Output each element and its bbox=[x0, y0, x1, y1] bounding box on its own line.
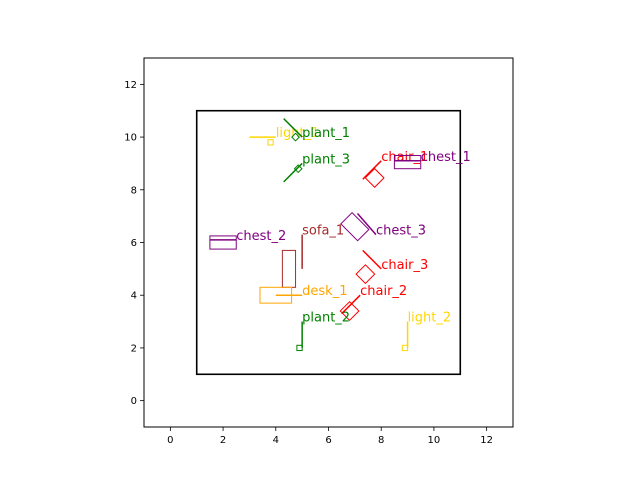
chair_3-label: chair_3 bbox=[381, 258, 428, 273]
light_2-footprint bbox=[401, 344, 409, 352]
plant_1-direction-line bbox=[283, 118, 303, 138]
room-boundary bbox=[195, 109, 462, 376]
y-tick-label: 12 bbox=[124, 80, 137, 91]
x-tick-label: 6 bbox=[325, 435, 331, 446]
chair_2-footprint bbox=[339, 301, 360, 322]
plant_3-label: plant_3 bbox=[302, 152, 350, 167]
plant_3-footprint bbox=[293, 164, 303, 174]
object-desk_1: desk_1 bbox=[259, 284, 347, 304]
object-chest_3: chest_3 bbox=[340, 212, 426, 242]
chest_3-footprint bbox=[340, 212, 370, 242]
chest_2-label: chest_2 bbox=[236, 229, 286, 244]
chair_2-label: chair_2 bbox=[360, 284, 407, 299]
object-light_2: light_2 bbox=[401, 311, 452, 352]
room-outline bbox=[195, 109, 462, 376]
object-plant_3: plant_3 bbox=[283, 152, 350, 183]
plant_1-label: plant_1 bbox=[302, 126, 350, 141]
y-tick-label: 2 bbox=[131, 343, 137, 354]
object-chest_2: chest_2 bbox=[209, 229, 286, 250]
object-chest_1: chest_1 bbox=[393, 150, 471, 170]
x-tick-label: 10 bbox=[428, 435, 441, 446]
chair_1-footprint bbox=[364, 167, 385, 188]
y-tick-label: 4 bbox=[131, 291, 137, 302]
furniture-objects: light_1plant_1plant_3chair_1chest_1chest… bbox=[209, 118, 471, 352]
object-plant_2: plant_2 bbox=[296, 311, 350, 352]
plant_1-footprint bbox=[291, 132, 300, 142]
y-tick-label: 8 bbox=[131, 185, 137, 196]
y-tick-label: 0 bbox=[131, 396, 137, 407]
chair_3-direction-line bbox=[362, 249, 382, 270]
axis-ticks: 0 2 4 6 8 10 12 0 2 4 6 8 10 12 bbox=[124, 80, 493, 446]
x-tick-label: 2 bbox=[220, 435, 226, 446]
chest_1-label: chest_1 bbox=[421, 150, 471, 165]
desk_1-label: desk_1 bbox=[302, 284, 347, 299]
light_1-footprint bbox=[267, 139, 274, 146]
x-tick-label: 12 bbox=[480, 435, 493, 446]
chest_1-footprint bbox=[393, 155, 422, 170]
plant_2-label: plant_2 bbox=[302, 311, 350, 326]
chair_3-footprint bbox=[355, 264, 376, 285]
sofa_1-label: sofa_1 bbox=[302, 224, 344, 239]
x-tick-label: 0 bbox=[167, 435, 173, 446]
y-tick-label: 10 bbox=[124, 133, 137, 144]
x-tick-label: 8 bbox=[378, 435, 384, 446]
light_2-label: light_2 bbox=[408, 311, 452, 326]
chair_2-direction-line bbox=[341, 294, 361, 315]
chest_2-footprint bbox=[209, 235, 237, 250]
object-plant_1: plant_1 bbox=[283, 118, 350, 142]
y-tick-label: 6 bbox=[131, 238, 137, 249]
object-chair_2: chair_2 bbox=[339, 284, 407, 322]
x-tick-label: 4 bbox=[273, 435, 279, 446]
chair_1-direction-line bbox=[362, 160, 382, 180]
object-chair_3: chair_3 bbox=[355, 249, 428, 285]
plant_2-footprint bbox=[296, 344, 303, 352]
chest_3-direction-line bbox=[356, 213, 377, 236]
chest_3-label: chest_3 bbox=[376, 224, 426, 239]
desk_1-footprint bbox=[259, 286, 293, 304]
